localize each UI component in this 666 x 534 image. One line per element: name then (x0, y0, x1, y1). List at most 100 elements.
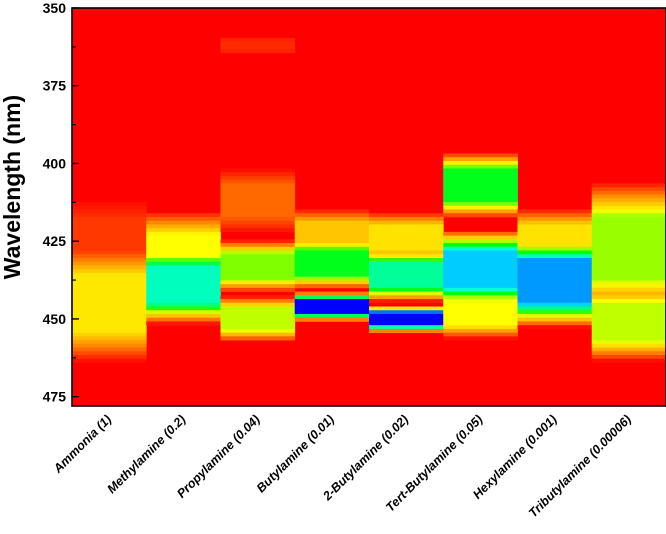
heatmap-cell (443, 187, 518, 192)
heatmap-cell (443, 164, 518, 169)
heatmap-cell (294, 235, 370, 240)
heatmap-cell (591, 284, 666, 289)
heatmap-cell (591, 336, 666, 341)
heatmap-cell (369, 328, 444, 334)
heatmap-cell (294, 228, 370, 233)
heatmap-cell (72, 310, 147, 315)
heatmap-cell (146, 250, 221, 255)
y-tick-label: 475 (43, 389, 67, 405)
heatmap-cell (591, 216, 666, 222)
heatmap-cell (146, 231, 221, 236)
heatmap-cell (72, 205, 147, 210)
heatmap-cell (220, 209, 296, 214)
heatmap-cell (220, 49, 296, 54)
heatmap-cell (220, 269, 296, 274)
heatmap-cell (517, 306, 593, 311)
heatmap-cell (517, 287, 593, 292)
heatmap-cell (591, 269, 666, 274)
heatmap-cell (72, 202, 147, 207)
heatmap-cell (591, 231, 666, 236)
heatmap-cell (220, 41, 296, 46)
heatmap-cell (443, 310, 518, 315)
x-category-label: Propylamine (0.04) (174, 412, 262, 500)
heatmap-cell (369, 239, 444, 244)
heatmap-cell (72, 276, 147, 281)
heatmap-cell (591, 310, 666, 315)
heatmap-cell (443, 243, 518, 248)
heatmap-cell (294, 243, 370, 248)
x-axis: Ammonia (1)Methylamine (0.2)Propylamine … (50, 412, 634, 520)
heatmap-cell (72, 272, 147, 278)
heatmap-cell (220, 276, 296, 281)
heatmap-cell (294, 265, 370, 270)
heatmap-cell (591, 347, 666, 352)
heatmap-cell (591, 321, 666, 326)
heatmap-cell (294, 280, 370, 285)
heatmap-cell (72, 280, 147, 285)
heatmap-cell (517, 269, 593, 274)
heatmap-cell (369, 254, 444, 259)
heatmap-cell (294, 239, 370, 244)
heatmap-cell (294, 284, 370, 289)
heatmap-cell (72, 351, 147, 356)
heatmap-cell (443, 202, 518, 207)
y-tick-label: 425 (43, 233, 67, 249)
heatmap-cell (72, 220, 147, 225)
heatmap-cell (72, 231, 147, 236)
heatmap-cell (591, 317, 666, 322)
x-category-label: Methylamine (0.2) (104, 412, 188, 496)
heatmap-cell (220, 265, 296, 270)
heatmap-cell (369, 235, 444, 240)
heatmap-cell (443, 205, 518, 210)
heatmap-cell (591, 272, 666, 278)
heatmap-cell (220, 310, 296, 315)
heatmap-cell (443, 250, 518, 255)
heatmap-cell (443, 198, 518, 203)
heatmap-cell (591, 295, 666, 300)
heatmap-cell (591, 358, 666, 363)
heatmap-cell (294, 269, 370, 274)
heatmap-cell (443, 160, 518, 166)
heatmap-cell (591, 209, 666, 214)
heatmap-cell (220, 183, 296, 188)
heatmap-cell (443, 332, 518, 337)
x-category-label: Hexylamine (0.001) (470, 412, 559, 501)
heatmap-cell (220, 299, 296, 304)
heatmap-cell (220, 321, 296, 326)
heatmap-cell (517, 317, 593, 322)
heatmap-column (369, 213, 444, 334)
heatmap-cell (443, 257, 518, 263)
heatmap-cell (443, 317, 518, 322)
heatmap-cell (146, 299, 221, 304)
heatmap-cell (72, 235, 147, 240)
heatmap-cell (517, 284, 593, 289)
heatmap-cell (294, 291, 370, 296)
heatmap-cell (294, 306, 370, 311)
heatmap-cell (220, 190, 296, 195)
heatmap-cell (146, 228, 221, 233)
heatmap-column (591, 183, 666, 363)
heatmap-cell (146, 321, 221, 326)
heatmap-cell (220, 168, 296, 173)
heatmap-cell (443, 213, 518, 218)
heatmap-column (443, 153, 518, 341)
plot-frame (71, 7, 666, 407)
heatmap-cell (72, 287, 147, 292)
heatmap-cell (72, 332, 147, 337)
heatmap-cell (591, 205, 666, 210)
heatmap-cell (294, 276, 370, 281)
heatmap-cell (517, 231, 593, 236)
heatmap-cell (72, 340, 147, 345)
heatmap-cell (591, 202, 666, 207)
heatmap-cell (220, 328, 296, 334)
heatmap-cell (72, 328, 147, 334)
heatmap-cell (72, 243, 147, 248)
heatmap-cell (591, 340, 666, 345)
heatmap-cell (591, 183, 666, 188)
heatmap-cell (294, 254, 370, 259)
heatmap-cell (443, 168, 518, 173)
heatmap-cell (591, 355, 666, 360)
heatmap-cell (369, 272, 444, 278)
heatmap-cell (369, 276, 444, 281)
